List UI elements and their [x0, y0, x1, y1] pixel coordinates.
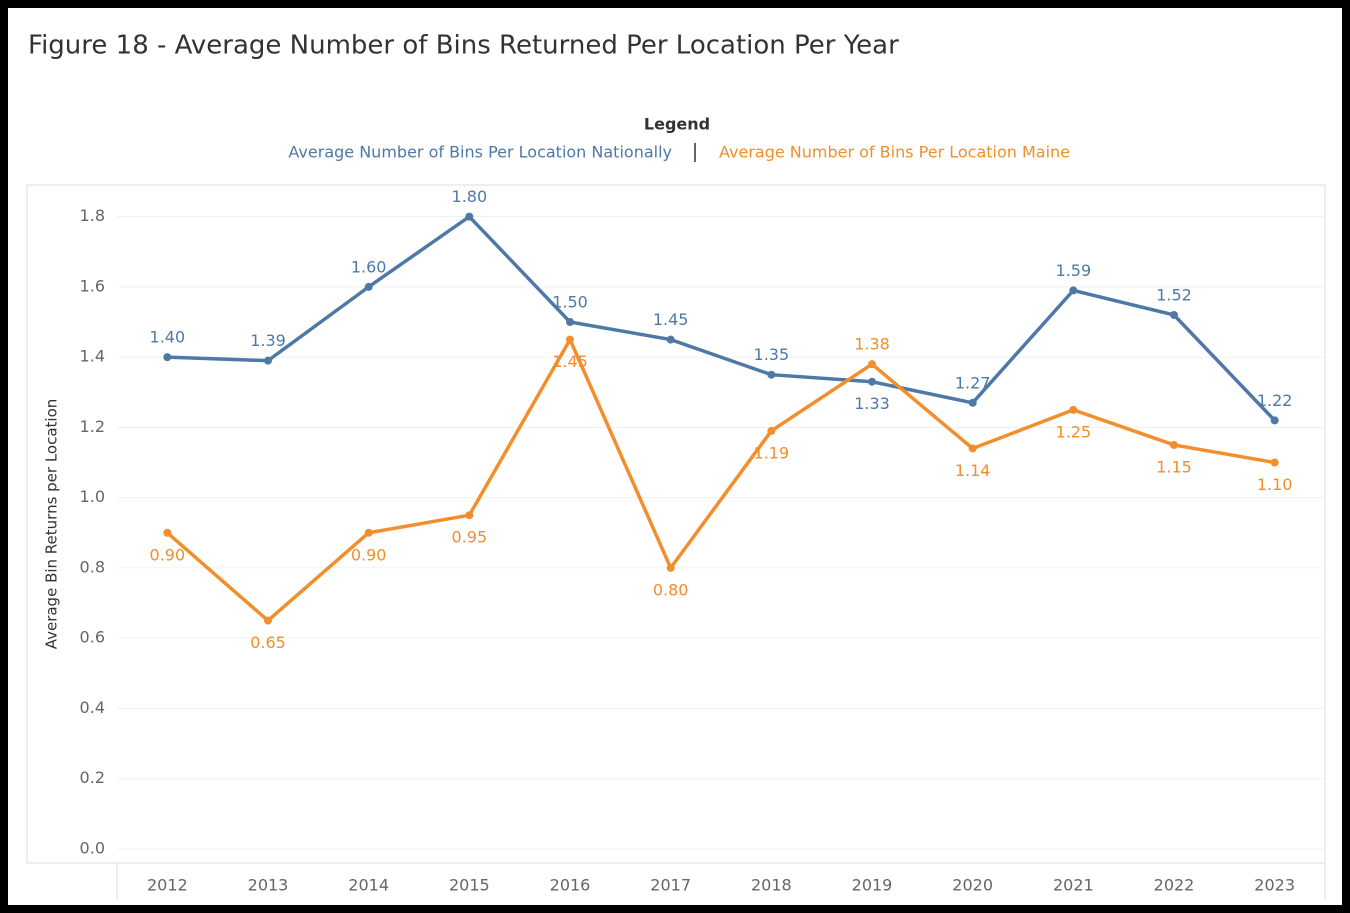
series-line	[166, 335, 1275, 623]
value-label: 1.50	[552, 293, 588, 312]
value-label: 1.52	[1156, 285, 1192, 304]
value-label: 1.59	[1056, 261, 1092, 280]
legend-title: Legend	[644, 115, 710, 134]
data-point	[1270, 458, 1279, 467]
value-label: 0.95	[452, 528, 488, 547]
value-label: 1.15	[1156, 457, 1192, 476]
value-label: 1.40	[150, 328, 186, 347]
value-label: 0.90	[150, 545, 186, 564]
y-tick-label: 1.0	[80, 487, 105, 506]
data-point	[1170, 310, 1178, 319]
value-label: 0.90	[351, 545, 387, 564]
x-tick-label: 2019	[852, 876, 893, 895]
value-label: 1.38	[854, 335, 890, 354]
value-label: 1.25	[1056, 422, 1092, 441]
y-tick-label: 0.4	[80, 698, 105, 717]
value-label: 1.14	[955, 461, 991, 480]
x-tick-label: 2018	[751, 876, 792, 895]
data-point	[767, 370, 776, 379]
data-point	[264, 356, 272, 365]
value-label: 1.27	[955, 373, 991, 392]
y-tick-label: 1.6	[80, 276, 105, 295]
data-point	[1069, 286, 1078, 295]
value-label: 0.80	[653, 580, 689, 599]
value-label: 1.39	[250, 331, 286, 350]
legend-entry: Average Number of Bins Per Location Nati…	[288, 143, 672, 162]
data-point	[163, 353, 172, 362]
value-label: 0.65	[250, 633, 286, 652]
data-point	[1270, 416, 1279, 425]
data-point	[163, 528, 172, 537]
data-point	[666, 335, 675, 344]
data-point	[1170, 440, 1178, 449]
value-label: 1.45	[653, 310, 689, 329]
value-label: 1.33	[854, 394, 890, 413]
y-tick-label: 0.0	[80, 838, 105, 857]
x-tick-label: 2016	[550, 876, 591, 895]
data-point	[364, 282, 373, 291]
value-label: 1.22	[1257, 391, 1293, 410]
data-point	[868, 360, 876, 369]
data-point	[566, 318, 574, 327]
y-axis-title: Average Bin Returns per Location	[43, 399, 61, 650]
y-tick-label: 0.6	[80, 628, 105, 647]
data-point	[868, 377, 876, 386]
x-tick-label: 2020	[952, 876, 993, 895]
data-point	[968, 398, 977, 407]
x-tick-label: 2022	[1154, 876, 1195, 895]
series-line	[167, 214, 1276, 422]
data-point	[566, 335, 574, 344]
y-tick-label: 1.8	[80, 206, 105, 225]
value-label: 1.45	[552, 352, 588, 371]
data-point	[1069, 405, 1078, 414]
data-point	[465, 212, 474, 221]
y-tick-label: 1.4	[80, 347, 105, 366]
data-point	[465, 511, 474, 520]
value-label: 1.80	[452, 187, 488, 206]
chart-title: Figure 18 - Average Number of Bins Retur…	[28, 31, 899, 61]
x-tick-label: 2014	[348, 876, 389, 895]
x-tick-label: 2021	[1053, 876, 1094, 895]
x-tick-label: 2012	[147, 876, 188, 895]
data-point	[364, 528, 373, 537]
data-point	[666, 563, 675, 572]
value-label: 1.35	[754, 345, 790, 364]
data-point	[968, 444, 977, 453]
x-tick-label: 2015	[449, 876, 490, 895]
value-label: 1.60	[351, 257, 387, 276]
plot-frame	[26, 184, 1326, 864]
y-tick-label: 0.8	[80, 557, 105, 576]
x-tick-label: 2013	[248, 876, 289, 895]
x-tick-label: 2023	[1254, 876, 1295, 895]
value-label: 1.10	[1257, 475, 1293, 494]
data-point	[264, 616, 272, 625]
y-tick-label: 0.2	[80, 768, 105, 787]
y-tick-label: 1.2	[80, 417, 105, 436]
x-tick-label: 2017	[650, 876, 691, 895]
legend-entry: Average Number of Bins Per Location Main…	[719, 143, 1070, 162]
data-point	[767, 426, 776, 435]
value-label: 1.19	[754, 443, 790, 462]
